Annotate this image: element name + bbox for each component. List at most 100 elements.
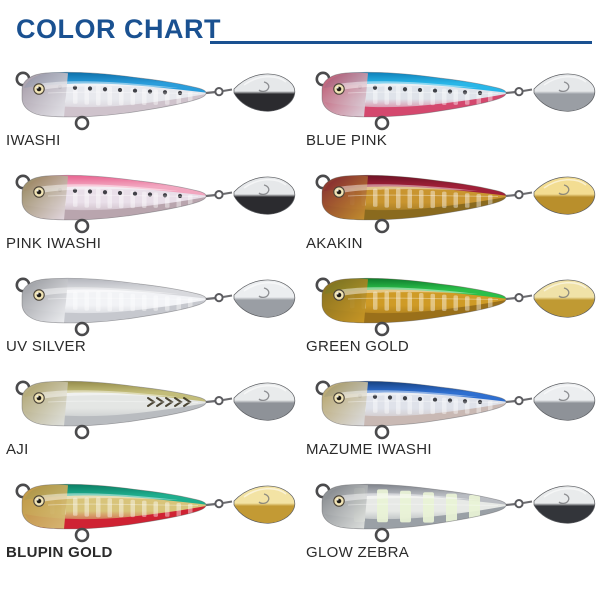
lure-gloss (338, 390, 478, 400)
swivel-icon (205, 499, 233, 509)
lure-head (22, 278, 68, 323)
lure-back (24, 72, 206, 93)
swivel-icon (205, 87, 233, 97)
willow-blade-icon (533, 485, 596, 524)
color-variant-label: UV SILVER (6, 338, 86, 355)
eye-icon (33, 392, 45, 404)
lure-back (324, 484, 506, 505)
lure-gloss (38, 81, 178, 91)
willow-blade-icon (233, 279, 296, 318)
swivel-icon (205, 396, 233, 406)
lure-back (324, 72, 506, 93)
color-variant-cell[interactable]: GREEN GOLD (300, 264, 600, 367)
belly-ring-icon (374, 527, 390, 543)
willow-blade-icon (233, 176, 296, 215)
lateral-line (47, 91, 199, 94)
color-variant-cell[interactable]: GLOW ZEBRA (300, 470, 600, 573)
swivel-icon (505, 499, 533, 509)
eye-icon (33, 289, 45, 301)
lure-gloss (38, 493, 178, 503)
lateral-line (347, 400, 499, 403)
color-variant-label: AJI (6, 441, 29, 458)
lure-illustration (315, 277, 596, 337)
lure-gloss (338, 493, 478, 503)
lure-gloss (38, 390, 178, 400)
willow-blade-icon (533, 279, 596, 318)
willow-blade-icon (533, 382, 596, 421)
color-variant-label: BLUE PINK (306, 132, 388, 149)
lure-illustration (315, 174, 596, 234)
lure-back (24, 175, 206, 196)
lure-illustration (15, 174, 296, 234)
lure-image (8, 266, 296, 338)
color-variant-cell[interactable]: AKAKIN (300, 161, 600, 264)
belly-ring-icon (74, 424, 90, 440)
belly-ring-icon (374, 218, 390, 234)
lure-back (24, 278, 206, 299)
willow-blade-icon (233, 73, 296, 112)
lure-image (8, 163, 296, 235)
lure-head (22, 72, 68, 117)
eye-icon (333, 186, 345, 198)
lure-image (308, 369, 596, 441)
lateral-line (47, 503, 199, 506)
color-variant-cell[interactable]: IWASHI (0, 58, 300, 161)
eye-icon (333, 83, 345, 95)
swivel-icon (505, 87, 533, 97)
lateral-line (347, 297, 499, 300)
color-variant-cell[interactable]: UV SILVER (0, 264, 300, 367)
lateral-line (347, 194, 499, 197)
swivel-icon (505, 396, 533, 406)
lateral-line (47, 194, 199, 197)
lure-back (324, 381, 506, 402)
color-variant-label: MAZUME IWASHI (306, 441, 432, 458)
lure-image (8, 472, 296, 544)
color-variant-label: GLOW ZEBRA (306, 544, 410, 561)
belly-ring-icon (74, 115, 90, 131)
color-variant-label: BLUPIN GOLD (6, 544, 113, 561)
lure-head (322, 72, 368, 117)
lure-head (22, 175, 68, 220)
lateral-line (47, 297, 199, 300)
color-variant-cell[interactable]: BLUE PINK (300, 58, 600, 161)
lure-illustration (315, 380, 596, 440)
color-variant-cell[interactable]: AJI (0, 367, 300, 470)
color-chart-grid: IWASHI (0, 58, 600, 600)
lure-gloss (338, 184, 478, 194)
lure-head (322, 484, 368, 529)
lure-belly (325, 403, 506, 426)
belly-ring-icon (374, 115, 390, 131)
lateral-line (347, 91, 499, 94)
lure-image (308, 266, 596, 338)
color-variant-cell[interactable]: BLUPIN GOLD (0, 470, 300, 573)
belly-ring-icon (74, 218, 90, 234)
swivel-icon (205, 190, 233, 200)
lure-head (322, 278, 368, 323)
lure-illustration (15, 277, 296, 337)
willow-blade-icon (533, 73, 596, 112)
lure-illustration (15, 71, 296, 131)
eye-icon (333, 289, 345, 301)
belly-ring-icon (74, 321, 90, 337)
lure-belly (325, 197, 506, 220)
lure-back (324, 278, 506, 299)
color-variant-label: AKAKIN (306, 235, 363, 252)
lure-back (24, 484, 206, 505)
lure-illustration (15, 483, 296, 543)
color-variant-cell[interactable]: PINK IWASHI (0, 161, 300, 264)
lateral-line (347, 503, 499, 506)
belly-ring-icon (374, 321, 390, 337)
lure-belly (25, 94, 206, 117)
color-variant-label: IWASHI (6, 132, 61, 149)
lure-gloss (338, 287, 478, 297)
lure-gloss (38, 184, 178, 194)
lure-image (8, 60, 296, 132)
eye-icon (33, 495, 45, 507)
lure-belly (25, 506, 206, 529)
color-variant-cell[interactable]: MAZUME IWASHI (300, 367, 600, 470)
lure-illustration (315, 71, 596, 131)
page-header: COLOR CHART (0, 0, 600, 58)
belly-ring-icon (74, 527, 90, 543)
lure-belly (325, 94, 506, 117)
lure-image (308, 472, 596, 544)
